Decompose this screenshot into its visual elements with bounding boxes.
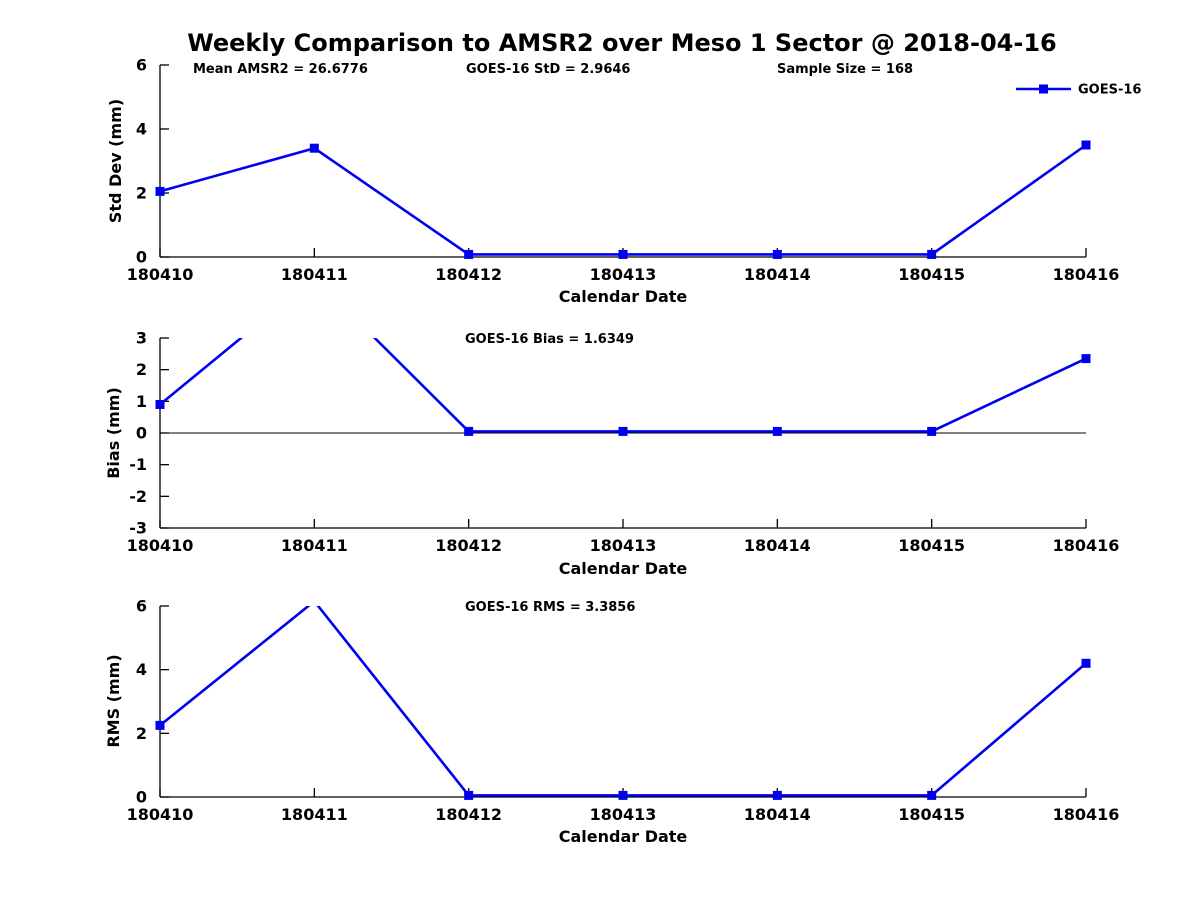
data-point-marker: [927, 426, 937, 436]
y-tick-label: 6: [136, 56, 147, 75]
y-tick-label: 1: [136, 392, 147, 411]
x-tick-label: 180411: [281, 536, 348, 555]
x-tick-label: 180412: [435, 265, 502, 284]
y-tick-label: 0: [136, 788, 147, 807]
legend: GOES-16: [1016, 83, 1141, 98]
x-axis-label-rms: Calendar Date: [559, 827, 688, 846]
annotation-goes16-rms: GOES-16 RMS = 3.3856: [465, 600, 635, 615]
data-point-marker: [618, 426, 628, 436]
y-tick-label: 2: [136, 724, 147, 743]
y-axis-label-stddev: Std Dev (mm): [106, 99, 125, 223]
plot-area-rms: 0 2 4 6 180410 180411 180412 180413 180414 180415…: [127, 597, 1120, 825]
subplot-bias: GOES-16 Bias = 1.6349 Bias (mm) Calendar…: [104, 329, 1120, 579]
data-point-marker: [155, 400, 165, 409]
y-tick-label: 6: [136, 597, 147, 616]
data-point-marker: [155, 720, 165, 730]
data-point-marker: [464, 426, 474, 436]
x-tick-label: 180411: [281, 265, 348, 284]
data-point-marker: [1081, 140, 1091, 150]
legend-marker-sample: [1039, 84, 1048, 94]
y-tick-label: 0: [136, 424, 147, 443]
figure-title: Weekly Comparison to AMSR2 over Meso 1 S…: [187, 29, 1056, 57]
x-axis-label-stddev: Calendar Date: [559, 287, 688, 306]
annotation-goes16-std: GOES-16 StD = 2.9646: [466, 62, 630, 77]
annotation-mean-amsr2: Mean AMSR2 = 26.6776: [193, 62, 368, 77]
data-point-marker: [1081, 658, 1091, 668]
x-axis-label-bias: Calendar Date: [559, 559, 688, 578]
legend-label: GOES-16: [1078, 83, 1141, 98]
data-line: [159, 606, 1087, 797]
y-tick-label: 3: [136, 329, 147, 348]
x-tick-label: 180416: [1053, 805, 1120, 824]
data-point-marker: [772, 790, 782, 800]
y-tick-label: 4: [136, 120, 147, 139]
y-tick-label: 4: [136, 660, 147, 679]
x-tick-label: 180415: [898, 265, 965, 284]
series-goes16: [155, 338, 1091, 436]
y-tick-label: -3: [129, 519, 147, 538]
x-tick-label: 180415: [898, 536, 965, 555]
annotation-goes16-bias: GOES-16 Bias = 1.6349: [465, 332, 634, 347]
data-line: [159, 143, 1087, 256]
data-point-marker: [309, 143, 319, 153]
x-tick-label: 180413: [590, 265, 657, 284]
y-tick-label: -1: [129, 455, 147, 474]
x-tick-label: 180410: [127, 265, 194, 284]
data-point-marker: [1081, 354, 1091, 364]
x-tick-label: 180410: [127, 805, 194, 824]
x-tick-label: 180414: [744, 536, 811, 555]
series-goes16: [155, 140, 1091, 259]
data-point-marker: [927, 249, 937, 259]
y-tick-label: 2: [136, 184, 147, 203]
y-axis-label-rms: RMS (mm): [104, 654, 123, 747]
data-point-marker: [464, 790, 474, 800]
subplot-rms: GOES-16 RMS = 3.3856 RMS (mm) Calendar D…: [104, 597, 1119, 847]
data-point-marker: [464, 249, 474, 259]
x-tick-label: 180414: [744, 265, 811, 284]
annotation-sample-size: Sample Size = 168: [777, 62, 913, 77]
x-tick-label: 180414: [744, 805, 811, 824]
y-tick-label: -2: [129, 487, 147, 506]
plot-area-stddev: 0 2 4 6 180410 180411 180412 180413 180414 180415…: [127, 56, 1120, 285]
data-point-marker: [155, 186, 165, 196]
x-tick-label: 180416: [1053, 265, 1120, 284]
subplot-stddev: Mean AMSR2 = 26.6776 GOES-16 StD = 2.964…: [106, 56, 1141, 307]
data-point-marker: [927, 790, 937, 800]
x-tick-label: 180412: [435, 805, 502, 824]
y-tick-label: 0: [136, 248, 147, 267]
data-point-marker: [618, 790, 628, 800]
x-tick-label: 180410: [127, 536, 194, 555]
y-axis-label-bias: Bias (mm): [104, 387, 123, 479]
data-point-marker: [772, 249, 782, 259]
series-goes16: [155, 597, 1091, 800]
x-tick-label: 180413: [590, 536, 657, 555]
data-point-marker: [618, 249, 628, 259]
data-point-marker: [772, 426, 782, 436]
x-tick-label: 180411: [281, 805, 348, 824]
x-tick-label: 180413: [590, 805, 657, 824]
x-tick-label: 180412: [435, 536, 502, 555]
data-point-marker: [310, 597, 319, 606]
x-tick-label: 180416: [1053, 536, 1120, 555]
y-tick-label: 2: [136, 360, 147, 379]
x-tick-label: 180415: [898, 805, 965, 824]
